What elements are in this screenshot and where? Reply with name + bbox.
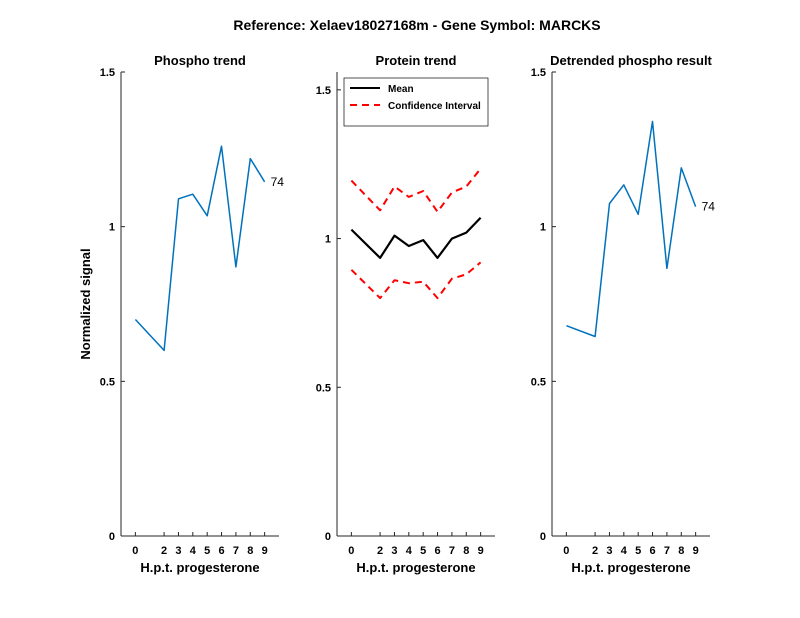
y-tick-label: 1 [109, 222, 115, 234]
y-tick-label: 0.5 [316, 382, 331, 394]
legend-label: Mean [388, 84, 414, 95]
x-tick-label: 9 [262, 545, 268, 557]
y-tick-label: 1.5 [316, 85, 331, 97]
y-tick-label: 0 [540, 531, 546, 543]
x-tick-label: 9 [478, 545, 484, 557]
x-tick-label: 6 [434, 545, 440, 557]
series-line-1 [350, 216, 482, 259]
x-tick-label: 2 [377, 545, 383, 557]
chart-panel-2: Protein trend 0 2 3 4 5 6 7 8 9 0 0.5 1 1.5 H.p.t. pro… [316, 53, 495, 575]
x-axis-label: H.p.t. progesterone [356, 560, 475, 575]
x-tick-label: 2 [161, 545, 167, 557]
x-tick-label: 4 [406, 545, 413, 557]
x-tick-label: 7 [449, 545, 455, 557]
y-tick-label: 0.5 [100, 376, 115, 388]
x-tick-label: 6 [649, 545, 655, 557]
x-tick-label: 5 [420, 545, 426, 557]
x-tick-label: 4 [621, 545, 628, 557]
x-tick-label: 3 [606, 545, 612, 557]
x-tick-label: 0 [348, 545, 354, 557]
x-tick-label: 2 [592, 545, 598, 557]
x-tick-label: 8 [247, 545, 253, 557]
y-tick-label: 1 [540, 222, 546, 234]
y-tick-label: 0.5 [531, 376, 546, 388]
series-line-3 [350, 261, 482, 300]
figure-title: Reference: Xelaev18027168m - Gene Symbol… [233, 17, 600, 33]
x-tick-label: 8 [678, 545, 684, 557]
y-tick-label: 1.5 [100, 67, 115, 79]
y-tick-label: 0 [109, 531, 115, 543]
x-tick-label: 9 [693, 545, 699, 557]
x-tick-label: 6 [218, 545, 224, 557]
legend-box [343, 77, 489, 127]
x-tick-label: 0 [132, 545, 138, 557]
x-axis-label: H.p.t. progesterone [140, 560, 259, 575]
y-tick-label: 1 [325, 234, 331, 246]
y-tick-label: 1.5 [531, 67, 546, 79]
series-line-1 [134, 145, 266, 352]
x-axis-label: H.p.t. progesterone [571, 560, 690, 575]
series-line-2 [350, 168, 482, 213]
legend-label: Confidence Interval [388, 101, 481, 112]
x-tick-label: 5 [635, 545, 641, 557]
x-tick-label: 8 [463, 545, 469, 557]
x-tick-label: 3 [175, 545, 181, 557]
y-tick-label: 0 [325, 531, 331, 543]
subplot-title: Detrended phospho result [550, 53, 712, 68]
series-end-label: 74 [702, 200, 716, 214]
x-tick-label: 7 [664, 545, 670, 557]
x-tick-label: 3 [391, 545, 397, 557]
x-tick-label: 5 [204, 545, 210, 557]
x-tick-label: 4 [190, 545, 197, 557]
x-tick-label: 7 [233, 545, 239, 557]
x-tick-label: 0 [563, 545, 569, 557]
legend: Mean Confidence Interval [343, 77, 489, 127]
subplot-title: Phospho trend [154, 53, 246, 68]
chart-panel-1: Phospho trend 0 2 3 4 5 6 7 8 9 0 0.5 1 1.5 H.p.t. pro… [78, 53, 284, 575]
series-end-label: 74 [271, 175, 285, 189]
chart-panel-3: Detrended phospho result 0 2 3 4 5 6 7 8 9 0 0.5 1 1.… [531, 53, 716, 575]
y-axis-label: Normalized signal [78, 248, 93, 359]
series-line-1 [566, 120, 697, 338]
subplot-title: Protein trend [376, 53, 457, 68]
